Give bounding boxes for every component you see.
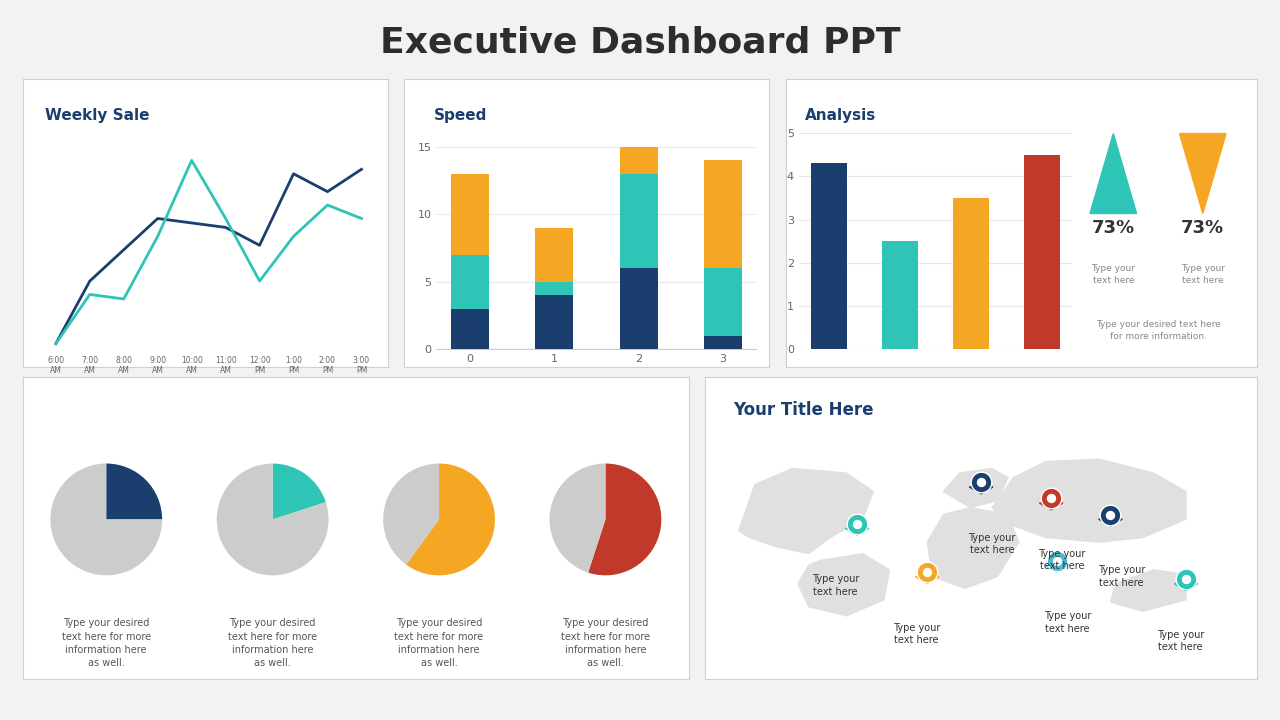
Polygon shape [739, 469, 873, 554]
Bar [535, 295, 573, 349]
Text: 73%: 73% [1181, 219, 1225, 237]
Text: Type your
text here: Type your text here [1038, 549, 1085, 572]
Polygon shape [969, 487, 993, 494]
Polygon shape [1174, 584, 1198, 590]
Polygon shape [943, 469, 1009, 508]
Text: Analysis: Analysis [805, 108, 876, 123]
Wedge shape [106, 464, 163, 519]
Polygon shape [927, 508, 1019, 588]
Text: Type your
text here: Type your text here [1092, 264, 1135, 285]
Text: Weekly Sale: Weekly Sale [45, 108, 150, 123]
Polygon shape [992, 459, 1185, 542]
Point [1041, 492, 1061, 504]
Bar [704, 336, 742, 349]
Text: 73%: 73% [1092, 219, 1135, 237]
Wedge shape [406, 464, 495, 575]
Bar [812, 163, 846, 349]
Polygon shape [845, 528, 869, 535]
Text: Type your desired
text here for more
information here
as well.: Type your desired text here for more inf… [394, 618, 484, 668]
Wedge shape [549, 464, 605, 572]
Bar [535, 228, 573, 282]
Point [1041, 492, 1061, 504]
Text: Type your
text here: Type your text here [892, 623, 940, 645]
Text: Type your
text here: Type your text here [1043, 611, 1091, 634]
Point [1046, 555, 1066, 567]
Polygon shape [1091, 134, 1137, 213]
Bar [451, 309, 489, 349]
Polygon shape [1039, 503, 1062, 510]
Bar [451, 255, 489, 309]
Point [972, 477, 992, 488]
Point [1101, 509, 1121, 521]
Bar [620, 147, 658, 174]
Bar [535, 282, 573, 295]
Point [847, 518, 868, 529]
Bar [704, 160, 742, 268]
Text: Executive Dashboard PPT: Executive Dashboard PPT [380, 25, 900, 59]
Wedge shape [216, 464, 329, 575]
Polygon shape [1180, 134, 1226, 213]
Point [847, 518, 868, 529]
Text: Type your
text here: Type your text here [812, 575, 859, 597]
Text: Type your desired text here
for more information.: Type your desired text here for more inf… [1096, 320, 1220, 341]
Polygon shape [1044, 565, 1069, 572]
Text: Your Title Here: Your Title Here [733, 401, 873, 419]
Text: Type your desired
text here for more
information here
as well.: Type your desired text here for more inf… [61, 618, 151, 668]
Bar [620, 268, 658, 349]
Text: Type your
text here: Type your text here [1157, 630, 1204, 652]
Point [1101, 509, 1121, 521]
Bar [1024, 155, 1060, 349]
Bar [620, 174, 658, 268]
Text: Speed: Speed [434, 108, 486, 123]
Point [1046, 555, 1066, 567]
Text: Type your
text here: Type your text here [1097, 565, 1144, 588]
Text: Type your
text here: Type your text here [968, 533, 1015, 555]
Text: Type your desired
text here for more
information here
as well.: Type your desired text here for more inf… [228, 618, 317, 668]
Point [1175, 573, 1196, 585]
Text: Type your
text here: Type your text here [1180, 264, 1225, 285]
Bar [451, 174, 489, 255]
Point [1175, 573, 1196, 585]
Wedge shape [589, 464, 662, 575]
Point [916, 567, 937, 578]
Wedge shape [50, 464, 163, 575]
Text: Type your desired
text here for more
information here
as well.: Type your desired text here for more inf… [561, 618, 650, 668]
Bar [882, 241, 918, 349]
Polygon shape [797, 554, 890, 616]
Bar [954, 198, 988, 349]
Wedge shape [273, 464, 326, 519]
Polygon shape [1098, 519, 1123, 526]
Point [916, 567, 937, 578]
Wedge shape [383, 464, 439, 564]
Polygon shape [1111, 570, 1185, 611]
Polygon shape [915, 577, 940, 584]
Bar [704, 268, 742, 336]
Point [972, 477, 992, 488]
